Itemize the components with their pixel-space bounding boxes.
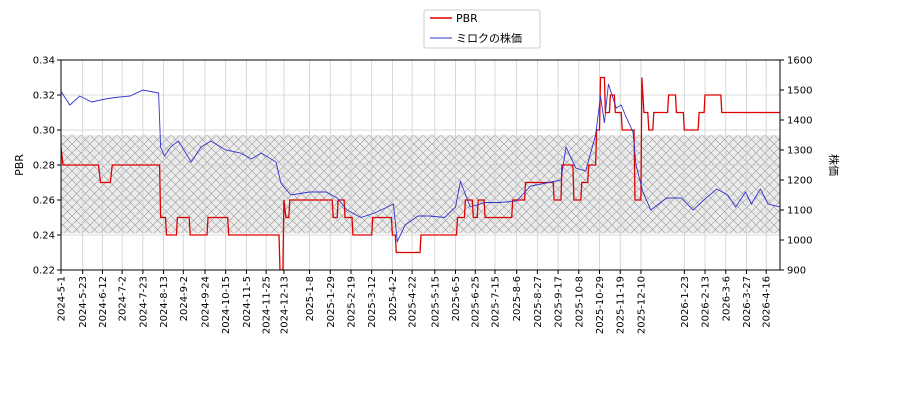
x-tick-label: 2026-2-13 xyxy=(701,276,712,328)
x-tick-label: 2024-10-15 xyxy=(221,276,232,334)
x-tick-label: 2025-11-19 xyxy=(616,276,627,334)
x-tick-label: 2025-10-29 xyxy=(595,276,606,334)
x-tick-label: 2025-4-22 xyxy=(408,276,419,328)
x-tick-label: 2025-1-8 xyxy=(305,276,316,321)
x-tick-label: 2025-2-19 xyxy=(346,276,357,328)
x-tick-label: 2025-12-10 xyxy=(636,276,647,334)
x-tick-label: 2026-1-23 xyxy=(680,276,691,328)
x-tick-label: 2025-8-27 xyxy=(533,276,544,328)
x-tick-label: 2025-6-25 xyxy=(471,276,482,328)
x-tick-label: 2025-10-8 xyxy=(574,276,585,328)
x-axis: 2024-5-1 2024-5-23 2024-6-12 2024-7-2 2024-7… xyxy=(57,270,773,334)
left-tick-label: 0.30 xyxy=(33,126,55,137)
x-tick-label: 2026-4-16 xyxy=(762,276,773,328)
right-tick-label: 1100 xyxy=(787,206,812,217)
x-tick-label: 2024-5-1 xyxy=(57,276,68,321)
right-tick-label: 1300 xyxy=(787,146,812,157)
x-tick-label: 2024-9-24 xyxy=(200,276,211,328)
right-tick-label: 1500 xyxy=(787,86,812,97)
x-tick-label: 2024-6-12 xyxy=(98,276,109,328)
x-tick-label: 2024-8-13 xyxy=(159,276,170,328)
legend-label-pbr: PBR xyxy=(456,12,478,25)
legend-box xyxy=(423,9,541,49)
right-tick-label: 1000 xyxy=(787,236,812,247)
legend-label-price: ミロクの株価 xyxy=(456,31,522,45)
x-tick-label: 2024-7-23 xyxy=(138,276,149,328)
left-axis: 0.22 0.24 0.26 0.28 0.30 0.32 0.34 xyxy=(33,56,61,277)
x-tick-label: 2024-7-2 xyxy=(118,276,129,321)
legend: PBR ミロクの株価 xyxy=(423,9,541,49)
x-tick-label: 2025-9-17 xyxy=(554,276,565,328)
series-lines xyxy=(61,76,780,270)
x-tick-label: 2025-8-6 xyxy=(512,276,523,321)
x-tick-label: 2025-1-29 xyxy=(326,276,337,328)
x-tick-label: 2024-12-13 xyxy=(279,276,290,334)
left-tick-label: 0.32 xyxy=(33,91,55,102)
left-tick-label: 0.22 xyxy=(33,266,55,277)
x-tick-label: 2024-5-23 xyxy=(78,276,89,328)
right-tick-label: 1600 xyxy=(787,56,812,67)
right-axis: 900 1000 1100 1200 1300 1400 1500 1600 xyxy=(780,56,812,277)
right-tick-label: 1400 xyxy=(787,116,812,127)
right-axis-label: 株価 xyxy=(827,154,841,176)
x-tick-label: 2025-3-12 xyxy=(367,276,378,328)
left-tick-label: 0.34 xyxy=(33,56,55,67)
left-axis-label: PBR xyxy=(13,154,26,176)
x-tick-label: 2026-3-6 xyxy=(721,276,732,321)
x-tick-label: 2025-5-15 xyxy=(430,276,441,328)
left-tick-label: 0.24 xyxy=(33,231,55,242)
x-tick-label: 2025-4-2 xyxy=(388,276,399,321)
left-tick-label: 0.28 xyxy=(33,161,55,172)
right-tick-label: 1200 xyxy=(787,176,812,187)
series-line-pbr xyxy=(61,76,780,270)
x-tick-label: 2024-11-5 xyxy=(242,276,253,328)
x-tick-label: 2024-11-25 xyxy=(262,276,273,334)
x-tick-label: 2026-3-27 xyxy=(742,276,753,328)
right-tick-label: 900 xyxy=(787,266,806,277)
series-line-price xyxy=(61,83,780,244)
left-tick-label: 0.26 xyxy=(33,196,55,207)
x-tick-label: 2025-6-5 xyxy=(451,276,462,321)
x-tick-label: 2025-7-15 xyxy=(490,276,501,328)
x-tick-label: 2024-9-2 xyxy=(179,276,190,321)
